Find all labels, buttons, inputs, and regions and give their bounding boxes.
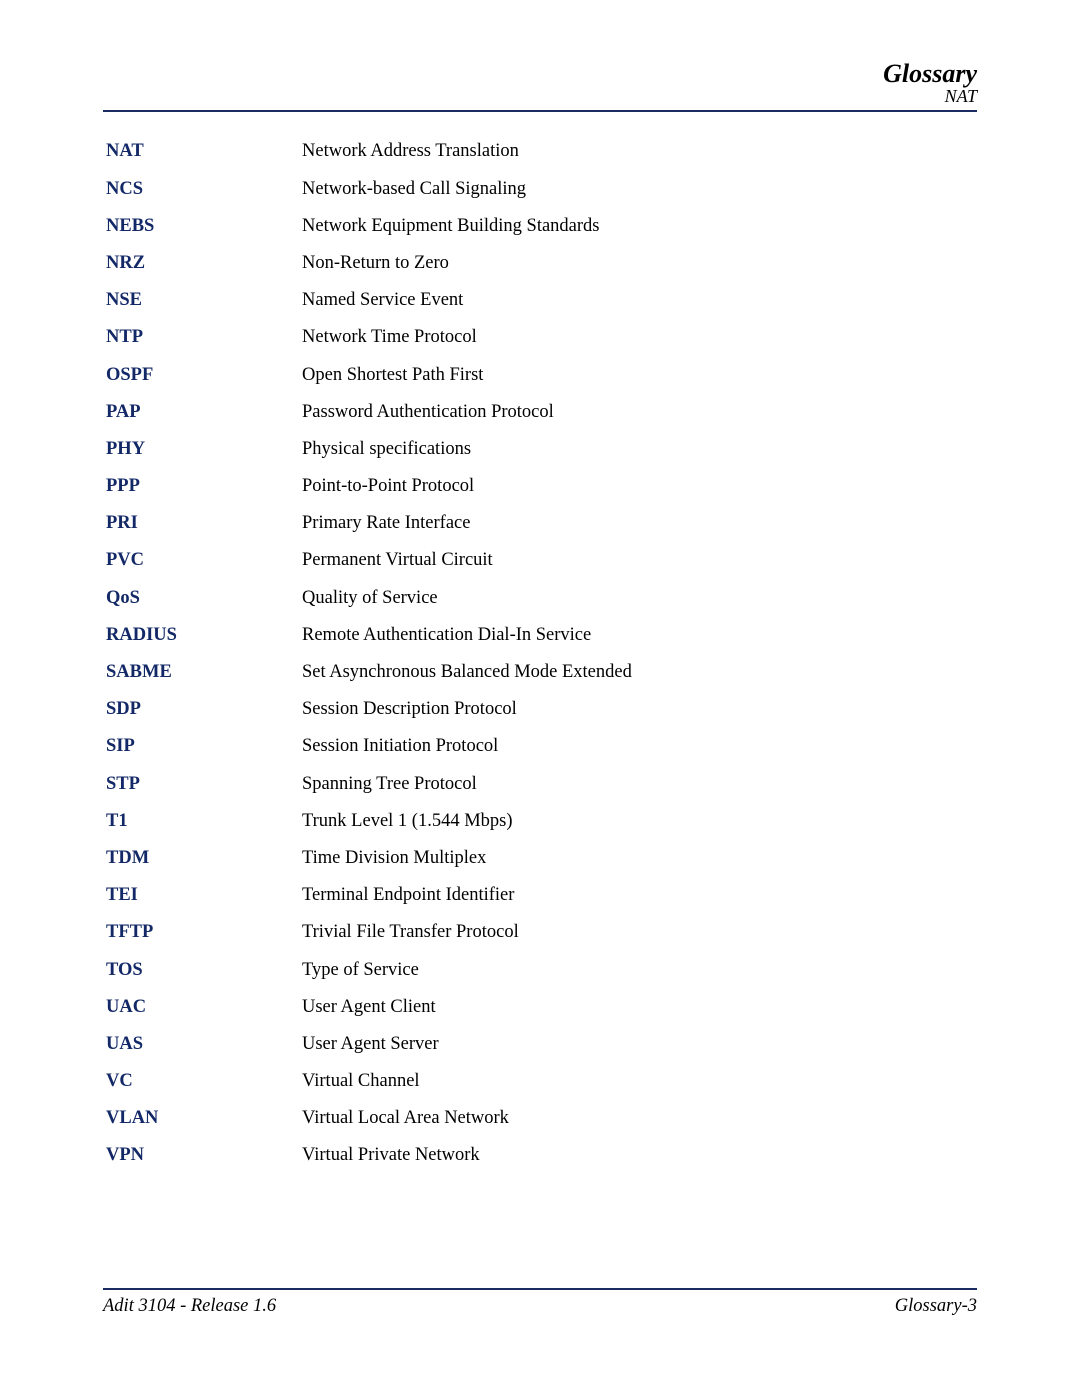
glossary-row: PHYPhysical specifications [106,438,977,460]
glossary-row: SDPSession Description Protocol [106,698,977,720]
glossary-row: TEITerminal Endpoint Identifier [106,884,977,906]
glossary-row: PVCPermanent Virtual Circuit [106,549,977,571]
glossary-definition: Session Description Protocol [302,698,517,720]
glossary-term: SABME [106,661,302,683]
header-title: Glossary [103,60,977,89]
glossary-term: PPP [106,475,302,497]
glossary-definition: User Agent Server [302,1033,439,1055]
glossary-definition: Time Division Multiplex [302,847,486,869]
glossary-row: VLANVirtual Local Area Network [106,1107,977,1129]
glossary-definition: Primary Rate Interface [302,512,470,534]
glossary-term: PRI [106,512,302,534]
glossary-term: T1 [106,810,302,832]
glossary-definition: Network-based Call Signaling [302,178,526,200]
glossary-term: VPN [106,1144,302,1166]
glossary-term: NRZ [106,252,302,274]
glossary-row: NTPNetwork Time Protocol [106,326,977,348]
glossary-term: NAT [106,140,302,162]
glossary-row: NSENamed Service Event [106,289,977,311]
glossary-term: VLAN [106,1107,302,1129]
glossary-definition: Permanent Virtual Circuit [302,549,493,571]
glossary-definition: Type of Service [302,959,419,981]
glossary-definition: Network Address Translation [302,140,519,162]
glossary-definition: Virtual Local Area Network [302,1107,509,1129]
glossary-definition: Named Service Event [302,289,463,311]
glossary-term: TFTP [106,921,302,943]
glossary-row: RADIUSRemote Authentication Dial-In Serv… [106,624,977,646]
glossary-row: PAPPassword Authentication Protocol [106,401,977,423]
glossary-term: PVC [106,549,302,571]
glossary-term: SIP [106,735,302,757]
glossary-row: NRZNon-Return to Zero [106,252,977,274]
footer-rule [103,1288,977,1290]
glossary-row: UASUser Agent Server [106,1033,977,1055]
glossary-term: STP [106,773,302,795]
glossary-row: QoSQuality of Service [106,587,977,609]
glossary-definition: Password Authentication Protocol [302,401,554,423]
glossary-definition: Trunk Level 1 (1.544 Mbps) [302,810,513,832]
glossary-term: TOS [106,959,302,981]
glossary-row: SABMESet Asynchronous Balanced Mode Exte… [106,661,977,683]
glossary-definition: Point-to-Point Protocol [302,475,474,497]
glossary-term: UAS [106,1033,302,1055]
glossary-definition: Quality of Service [302,587,438,609]
glossary-term: SDP [106,698,302,720]
glossary-term: PHY [106,438,302,460]
page: Glossary NAT NATNetwork Address Translat… [0,0,1080,1397]
glossary-row: VPNVirtual Private Network [106,1144,977,1166]
glossary-definition: Remote Authentication Dial-In Service [302,624,591,646]
glossary-term: NSE [106,289,302,311]
glossary-term: VC [106,1070,302,1092]
glossary-row: NEBSNetwork Equipment Building Standards [106,215,977,237]
glossary-row: TOSType of Service [106,959,977,981]
glossary-row: T1Trunk Level 1 (1.544 Mbps) [106,810,977,832]
footer-right: Glossary-3 [895,1296,977,1317]
glossary-definition: Physical specifications [302,438,471,460]
glossary-term: TDM [106,847,302,869]
glossary-term: TEI [106,884,302,906]
glossary-row: STPSpanning Tree Protocol [106,773,977,795]
glossary-row: UACUser Agent Client [106,996,977,1018]
glossary-row: SIPSession Initiation Protocol [106,735,977,757]
glossary-term: QoS [106,587,302,609]
glossary-definition: Virtual Private Network [302,1144,480,1166]
glossary-row: OSPFOpen Shortest Path First [106,364,977,386]
glossary-row: TFTPTrivial File Transfer Protocol [106,921,977,943]
page-footer: Adit 3104 - Release 1.6 Glossary-3 [103,1288,977,1317]
glossary-definition: Network Equipment Building Standards [302,215,600,237]
header-subtitle: NAT [103,87,977,107]
glossary-definition: Network Time Protocol [302,326,477,348]
glossary-term: NTP [106,326,302,348]
glossary-term: RADIUS [106,624,302,646]
glossary-definition: Spanning Tree Protocol [302,773,477,795]
glossary-definition: Session Initiation Protocol [302,735,498,757]
glossary-row: PPPPoint-to-Point Protocol [106,475,977,497]
footer-left: Adit 3104 - Release 1.6 [103,1296,276,1317]
glossary-definition: Open Shortest Path First [302,364,483,386]
page-header: Glossary NAT [103,60,977,106]
glossary-definition: Trivial File Transfer Protocol [302,921,519,943]
glossary-definition: Terminal Endpoint Identifier [302,884,514,906]
glossary-row: NATNetwork Address Translation [106,140,977,162]
glossary-definition: Non-Return to Zero [302,252,449,274]
glossary-row: PRIPrimary Rate Interface [106,512,977,534]
header-rule [103,110,977,112]
glossary-list: NATNetwork Address TranslationNCSNetwork… [106,140,977,1166]
glossary-row: TDMTime Division Multiplex [106,847,977,869]
glossary-term: UAC [106,996,302,1018]
footer-line: Adit 3104 - Release 1.6 Glossary-3 [103,1296,977,1317]
glossary-term: OSPF [106,364,302,386]
glossary-definition: User Agent Client [302,996,436,1018]
glossary-term: NCS [106,178,302,200]
glossary-definition: Set Asynchronous Balanced Mode Extended [302,661,632,683]
glossary-term: PAP [106,401,302,423]
glossary-term: NEBS [106,215,302,237]
glossary-row: NCSNetwork-based Call Signaling [106,178,977,200]
glossary-row: VCVirtual Channel [106,1070,977,1092]
glossary-definition: Virtual Channel [302,1070,420,1092]
